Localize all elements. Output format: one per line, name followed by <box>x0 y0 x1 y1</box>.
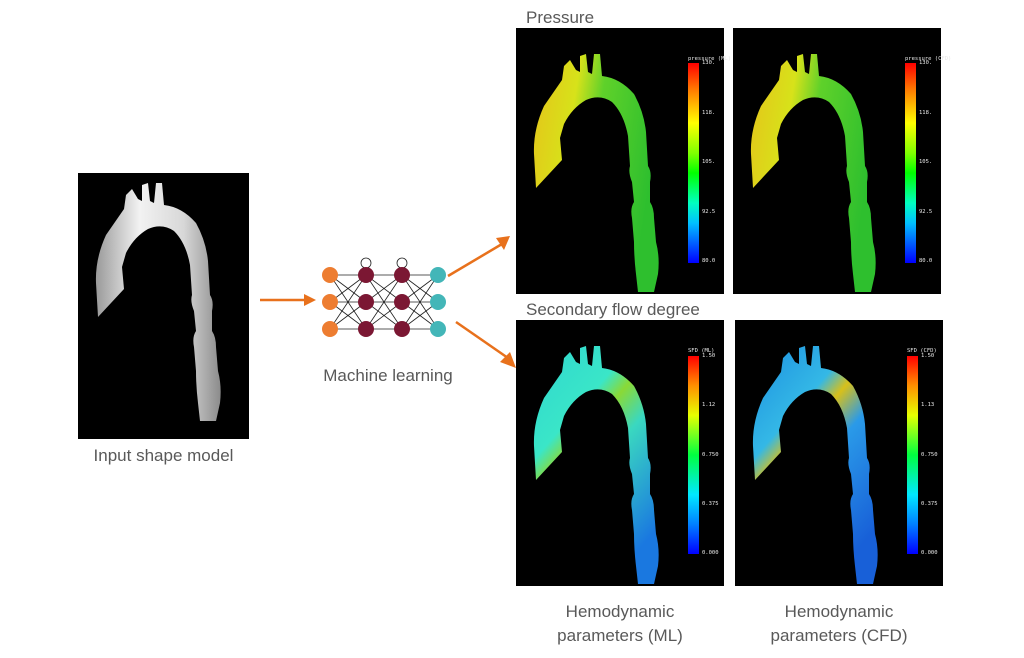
sfd-section-title: Secondary flow degree <box>526 300 700 319</box>
input-shape-label: Input shape model <box>93 446 234 465</box>
aorta-sfd-cfd <box>752 346 918 584</box>
colorbar-tick: 80.0 <box>702 258 716 264</box>
sfd-ml-panel: SFD (ML) 1.50 1.12 0.750 0.375 0.000 <box>516 320 724 586</box>
colorbar-tick: 1.12 <box>702 402 716 408</box>
sfd-colorbar <box>907 356 918 554</box>
colorbar-tick: 92.5 <box>702 209 716 215</box>
colorbar-tick: 80.0 <box>919 258 933 264</box>
colorbar-title: pressure (CFD) <box>905 56 952 62</box>
colorbar-tick: 130. <box>702 60 716 66</box>
arrow-to-network <box>260 294 316 306</box>
colorbar-tick: 105. <box>919 159 933 165</box>
colorbar-title: SFD (CFD) <box>907 348 937 354</box>
network-label: Machine learning <box>323 366 453 385</box>
cfd-column-label: Hemodynamic parameters (CFD) <box>770 602 908 645</box>
aorta-input-model <box>95 183 221 421</box>
arrow-to-pressure <box>447 236 510 278</box>
colorbar-tick: 0.000 <box>702 550 719 556</box>
colorbar-tick: 1.13 <box>921 402 935 408</box>
ml-column-label: Hemodynamic parameters (ML) <box>557 602 683 645</box>
pressure-cfd-panel: pressure (CFD) 130. 118. 105. 92.5 80.0 <box>733 28 951 294</box>
aorta-sfd-ml <box>533 346 699 584</box>
colorbar-tick: 0.000 <box>921 550 938 556</box>
sfd-colorbar <box>688 356 699 554</box>
pressure-colorbar <box>688 63 699 263</box>
colorbar-tick: 118. <box>919 110 933 116</box>
pressure-ml-panel: pressure (ML) 130. 118. 105. 92.5 80.0 <box>516 28 731 294</box>
colorbar-tick: 0.375 <box>702 501 719 507</box>
colorbar-tick: 0.750 <box>921 452 938 458</box>
pressure-colorbar <box>905 63 916 263</box>
colorbar-title: SFD (ML) <box>688 348 715 354</box>
input-shape-panel <box>78 173 249 439</box>
pressure-section-title: Pressure <box>526 8 595 27</box>
neural-network-diagram <box>322 257 446 337</box>
colorbar-tick: 130. <box>919 60 933 66</box>
arrow-to-sfd <box>455 320 516 368</box>
sfd-cfd-panel: SFD (CFD) 1.50 1.13 0.750 0.375 0.000 <box>735 320 943 586</box>
colorbar-tick: 1.50 <box>921 353 935 359</box>
colorbar-tick: 118. <box>702 110 716 116</box>
colorbar-tick: 1.50 <box>702 353 716 359</box>
colorbar-title: pressure (ML) <box>688 56 732 62</box>
colorbar-tick: 0.750 <box>702 452 719 458</box>
colorbar-tick: 92.5 <box>919 209 933 215</box>
colorbar-tick: 0.375 <box>921 501 938 507</box>
colorbar-tick: 105. <box>702 159 716 165</box>
